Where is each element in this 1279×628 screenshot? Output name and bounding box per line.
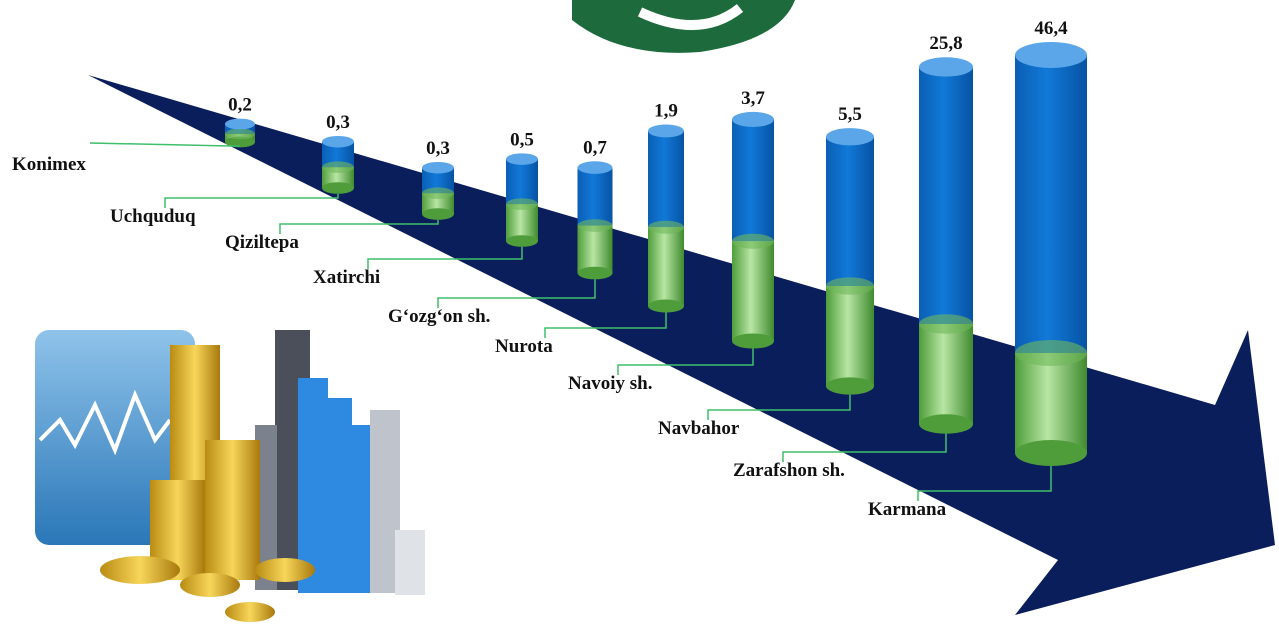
cylinder-band xyxy=(1015,340,1087,366)
cylinder-band xyxy=(225,128,255,140)
cylinder-base xyxy=(732,241,774,341)
arrow xyxy=(88,75,1275,615)
category-label: G‘ozg‘on sh. xyxy=(388,306,490,327)
cylinder-band xyxy=(826,277,874,295)
cylinder xyxy=(648,124,684,313)
cylinder-body xyxy=(826,136,874,286)
leader-line xyxy=(279,219,439,234)
cylinder-bottom xyxy=(422,208,454,220)
cylinder-bottom xyxy=(826,377,874,395)
cylinder-base xyxy=(506,204,538,241)
cylinder-body xyxy=(577,167,613,226)
leader-line xyxy=(367,246,523,269)
value-label: 5,5 xyxy=(838,104,862,125)
cylinder-top xyxy=(225,118,255,130)
category-label: Xatirchi xyxy=(313,267,380,288)
cylinder-band xyxy=(919,314,973,334)
cylinder-band xyxy=(732,233,774,249)
cylinder xyxy=(1015,42,1087,466)
category-label: Zarafshon sh. xyxy=(733,460,845,481)
leader-line xyxy=(617,348,754,375)
cylinder-body xyxy=(1015,55,1087,353)
leader-line xyxy=(437,279,596,308)
value-label: 0,2 xyxy=(228,95,252,116)
cylinder xyxy=(322,135,354,194)
leader-line xyxy=(917,465,1052,501)
value-label: 0,5 xyxy=(510,129,534,150)
cylinder-bottom xyxy=(1015,440,1087,466)
cylinder xyxy=(422,161,454,220)
cylinder-bottom xyxy=(732,333,774,349)
cylinder-bottom xyxy=(577,266,613,280)
category-label: Konimex xyxy=(12,154,86,175)
cylinder-bottom xyxy=(506,235,538,247)
leader-line xyxy=(164,193,339,208)
category-label: Karmana xyxy=(868,499,947,520)
value-label: 1,9 xyxy=(654,100,678,121)
cylinder-band xyxy=(506,198,538,210)
cylinder-base xyxy=(826,286,874,386)
cylinder-top xyxy=(577,161,613,174)
value-label: 25,8 xyxy=(929,33,962,54)
cylinder-top xyxy=(919,57,973,77)
cylinder-top xyxy=(1015,42,1087,68)
cylinder-top xyxy=(648,124,684,138)
cylinder xyxy=(577,161,613,280)
cylinder-base xyxy=(322,167,354,188)
decoration xyxy=(35,330,425,622)
value-label: 0,3 xyxy=(426,138,450,159)
cylinder-base xyxy=(577,225,613,273)
cylinder-band xyxy=(577,219,613,232)
leader-line xyxy=(707,394,851,420)
cylinder-body xyxy=(506,159,538,205)
cylinder-top xyxy=(732,111,774,127)
cylinder xyxy=(919,57,973,434)
cylinder-band xyxy=(648,220,684,234)
cylinder-band xyxy=(322,161,354,173)
cylinder-body xyxy=(919,66,973,324)
cylinder-base xyxy=(919,324,973,424)
cylinder-top xyxy=(506,153,538,165)
category-label: Navoiy sh. xyxy=(568,373,652,394)
cylinder-body xyxy=(732,119,774,242)
cylinder-band xyxy=(422,187,454,199)
cylinder-bottom xyxy=(322,182,354,194)
logo-mark xyxy=(637,3,744,31)
cylinder-top xyxy=(422,161,454,174)
category-label: Navbahor xyxy=(658,418,740,439)
value-label: 0,3 xyxy=(326,112,350,133)
cylinder-base xyxy=(648,227,684,306)
category-label: Uchquduq xyxy=(110,206,196,227)
cylinder-base xyxy=(1015,353,1087,453)
cylinder xyxy=(225,118,255,148)
value-label: 0,7 xyxy=(583,137,607,158)
leader-line xyxy=(89,142,240,147)
cylinder-top xyxy=(322,135,354,148)
value-label: 46,4 xyxy=(1034,18,1068,39)
value-label: 3,7 xyxy=(741,88,765,109)
cylinder-bottom xyxy=(648,299,684,313)
cylinder-bottom xyxy=(919,414,973,434)
category-label: Qiziltepa xyxy=(225,232,299,253)
cylinder-top xyxy=(826,128,874,146)
cylinder xyxy=(506,153,538,247)
cylinder-bottom xyxy=(225,136,255,148)
leader-line xyxy=(544,312,667,338)
cylinder xyxy=(732,111,774,349)
category-label: Nurota xyxy=(495,336,553,357)
cylinder-body xyxy=(648,130,684,228)
cylinder-base xyxy=(422,193,454,214)
cylinder xyxy=(826,128,874,395)
leader-line xyxy=(782,433,947,462)
